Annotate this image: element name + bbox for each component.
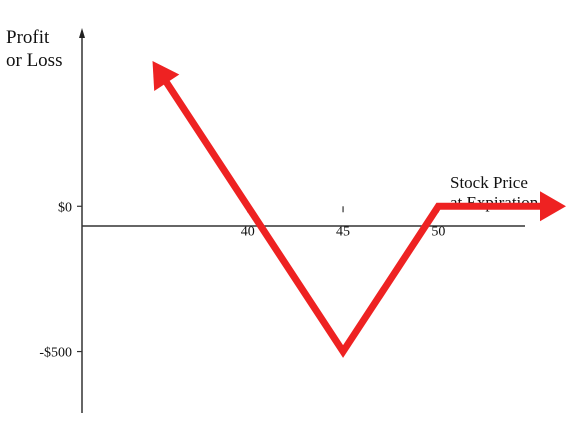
y-tick-label-0: $0 [58, 200, 72, 215]
payoff-right-arrowhead [540, 191, 566, 222]
y-axis-title-line-1: Profit [6, 27, 50, 48]
y-axis-arrowhead [79, 28, 85, 38]
payoff-left-arrowhead [152, 61, 180, 91]
payoff-line [161, 77, 544, 358]
y-tick-label-neg500: -$500 [39, 346, 72, 361]
x-axis-title-line-1: Stock Price [450, 173, 528, 192]
y-axis-title-line-2: or Loss [6, 50, 62, 71]
x-tick-label-50: 50 [431, 224, 445, 239]
x-tick-label-45: 45 [336, 224, 350, 239]
x-tick-label-40: 40 [241, 224, 255, 239]
